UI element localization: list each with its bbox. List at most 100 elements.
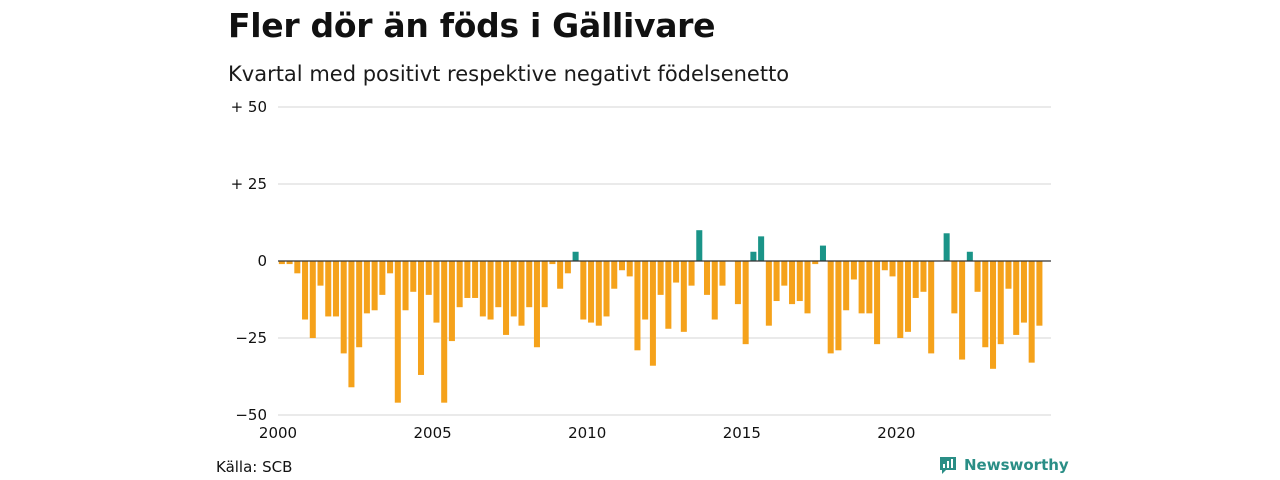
x-tick-label: 2000 (259, 424, 297, 442)
bar-negative (425, 261, 432, 295)
bar-negative (278, 261, 285, 265)
bar-negative (997, 261, 1004, 345)
bar-negative (858, 261, 865, 314)
bar-negative (317, 261, 324, 286)
bar-negative (325, 261, 332, 317)
bar-negative (1028, 261, 1035, 363)
bar-negative (781, 261, 788, 286)
brand-logo: Newsworthy (938, 455, 1069, 475)
y-tick-label: −50 (235, 406, 267, 424)
bar-positive (966, 251, 973, 261)
bar-negative (649, 261, 656, 366)
source-label: Källa: SCB (216, 458, 293, 476)
bar-negative (510, 261, 517, 317)
bar-negative (912, 261, 919, 298)
bar-negative (518, 261, 525, 326)
bar-negative (657, 261, 664, 295)
bar-negative (835, 261, 842, 351)
bar-negative (603, 261, 610, 317)
bar-negative (711, 261, 718, 320)
bar-negative (441, 261, 448, 403)
bar-negative (417, 261, 425, 375)
bar-negative (773, 261, 780, 302)
bar-negative (340, 261, 347, 354)
bar-negative (904, 261, 912, 332)
bar-negative (309, 261, 316, 338)
bar-negative (634, 261, 641, 351)
brand-name: Newsworthy (964, 456, 1069, 474)
bar-positive (572, 251, 579, 261)
bar-negative (332, 261, 339, 317)
bar-negative (595, 261, 602, 326)
bar-negative (990, 261, 997, 369)
bar-negative (611, 261, 618, 289)
bar-negative (294, 261, 301, 274)
bar-negative (541, 261, 548, 308)
bar-negative (642, 261, 649, 320)
bar-negative (866, 261, 873, 314)
bar-negative (433, 261, 440, 323)
bar-negative (974, 261, 981, 292)
bar-negative (495, 261, 502, 308)
bar-negative (487, 261, 494, 320)
bar-negative (688, 261, 695, 286)
bar-negative (363, 261, 370, 314)
y-tick-label: 0 (257, 252, 267, 270)
x-tick-label: 2010 (568, 424, 606, 442)
bar-negative (673, 261, 680, 283)
bar-negative (533, 261, 540, 348)
bar-negative (588, 261, 595, 323)
chart-title: Fler dör än föds i Gällivare (228, 6, 716, 45)
bar-positive (750, 251, 757, 261)
newsworthy-logo-icon (940, 457, 956, 474)
bar-positive (758, 236, 765, 261)
bar-negative (719, 261, 726, 286)
bar-negative (881, 261, 888, 271)
bar-negative (402, 261, 409, 311)
bar-negative (704, 261, 711, 295)
bar-negative (812, 261, 819, 265)
bar-negative (680, 261, 687, 332)
bar-negative (387, 261, 394, 274)
bar-negative (626, 261, 633, 277)
bar-negative (302, 261, 309, 320)
bar-negative (348, 261, 355, 388)
bar-negative (379, 261, 386, 295)
bar-negative (765, 261, 772, 326)
bar-positive (819, 245, 826, 261)
bar-negative (456, 261, 463, 308)
y-tick-label: + 50 (231, 98, 267, 116)
bar-negative (889, 261, 896, 277)
bar-positive (943, 233, 950, 261)
bar-negative (897, 261, 904, 338)
bar-negative (982, 261, 989, 348)
bar-negative (618, 261, 625, 271)
bar-negative (843, 261, 850, 311)
bar-negative (928, 261, 935, 354)
bar-negative (1036, 261, 1043, 326)
x-tick-label: 2015 (723, 424, 761, 442)
bar-negative (1020, 261, 1027, 323)
bar-negative (734, 261, 741, 305)
chart-subtitle: Kvartal med positivt respektive negativt… (228, 62, 790, 86)
x-tick-label: 2020 (877, 424, 915, 442)
bar-negative (804, 261, 811, 314)
y-tick-label: + 25 (231, 175, 267, 193)
bar-negative (549, 261, 556, 265)
bar-negative (410, 261, 417, 292)
bar-negative (557, 261, 564, 289)
bar-negative (472, 261, 479, 298)
bar-negative (448, 261, 455, 342)
bar-negative (951, 261, 958, 314)
bar-negative (827, 261, 834, 354)
y-tick-label: −25 (235, 329, 267, 347)
x-tick-label: 2005 (414, 424, 452, 442)
bar-negative (371, 261, 378, 311)
bar-negative (464, 261, 471, 298)
bar-negative (850, 261, 857, 280)
bars (278, 230, 1043, 403)
bar-negative (526, 261, 533, 308)
bar-negative (356, 261, 363, 348)
